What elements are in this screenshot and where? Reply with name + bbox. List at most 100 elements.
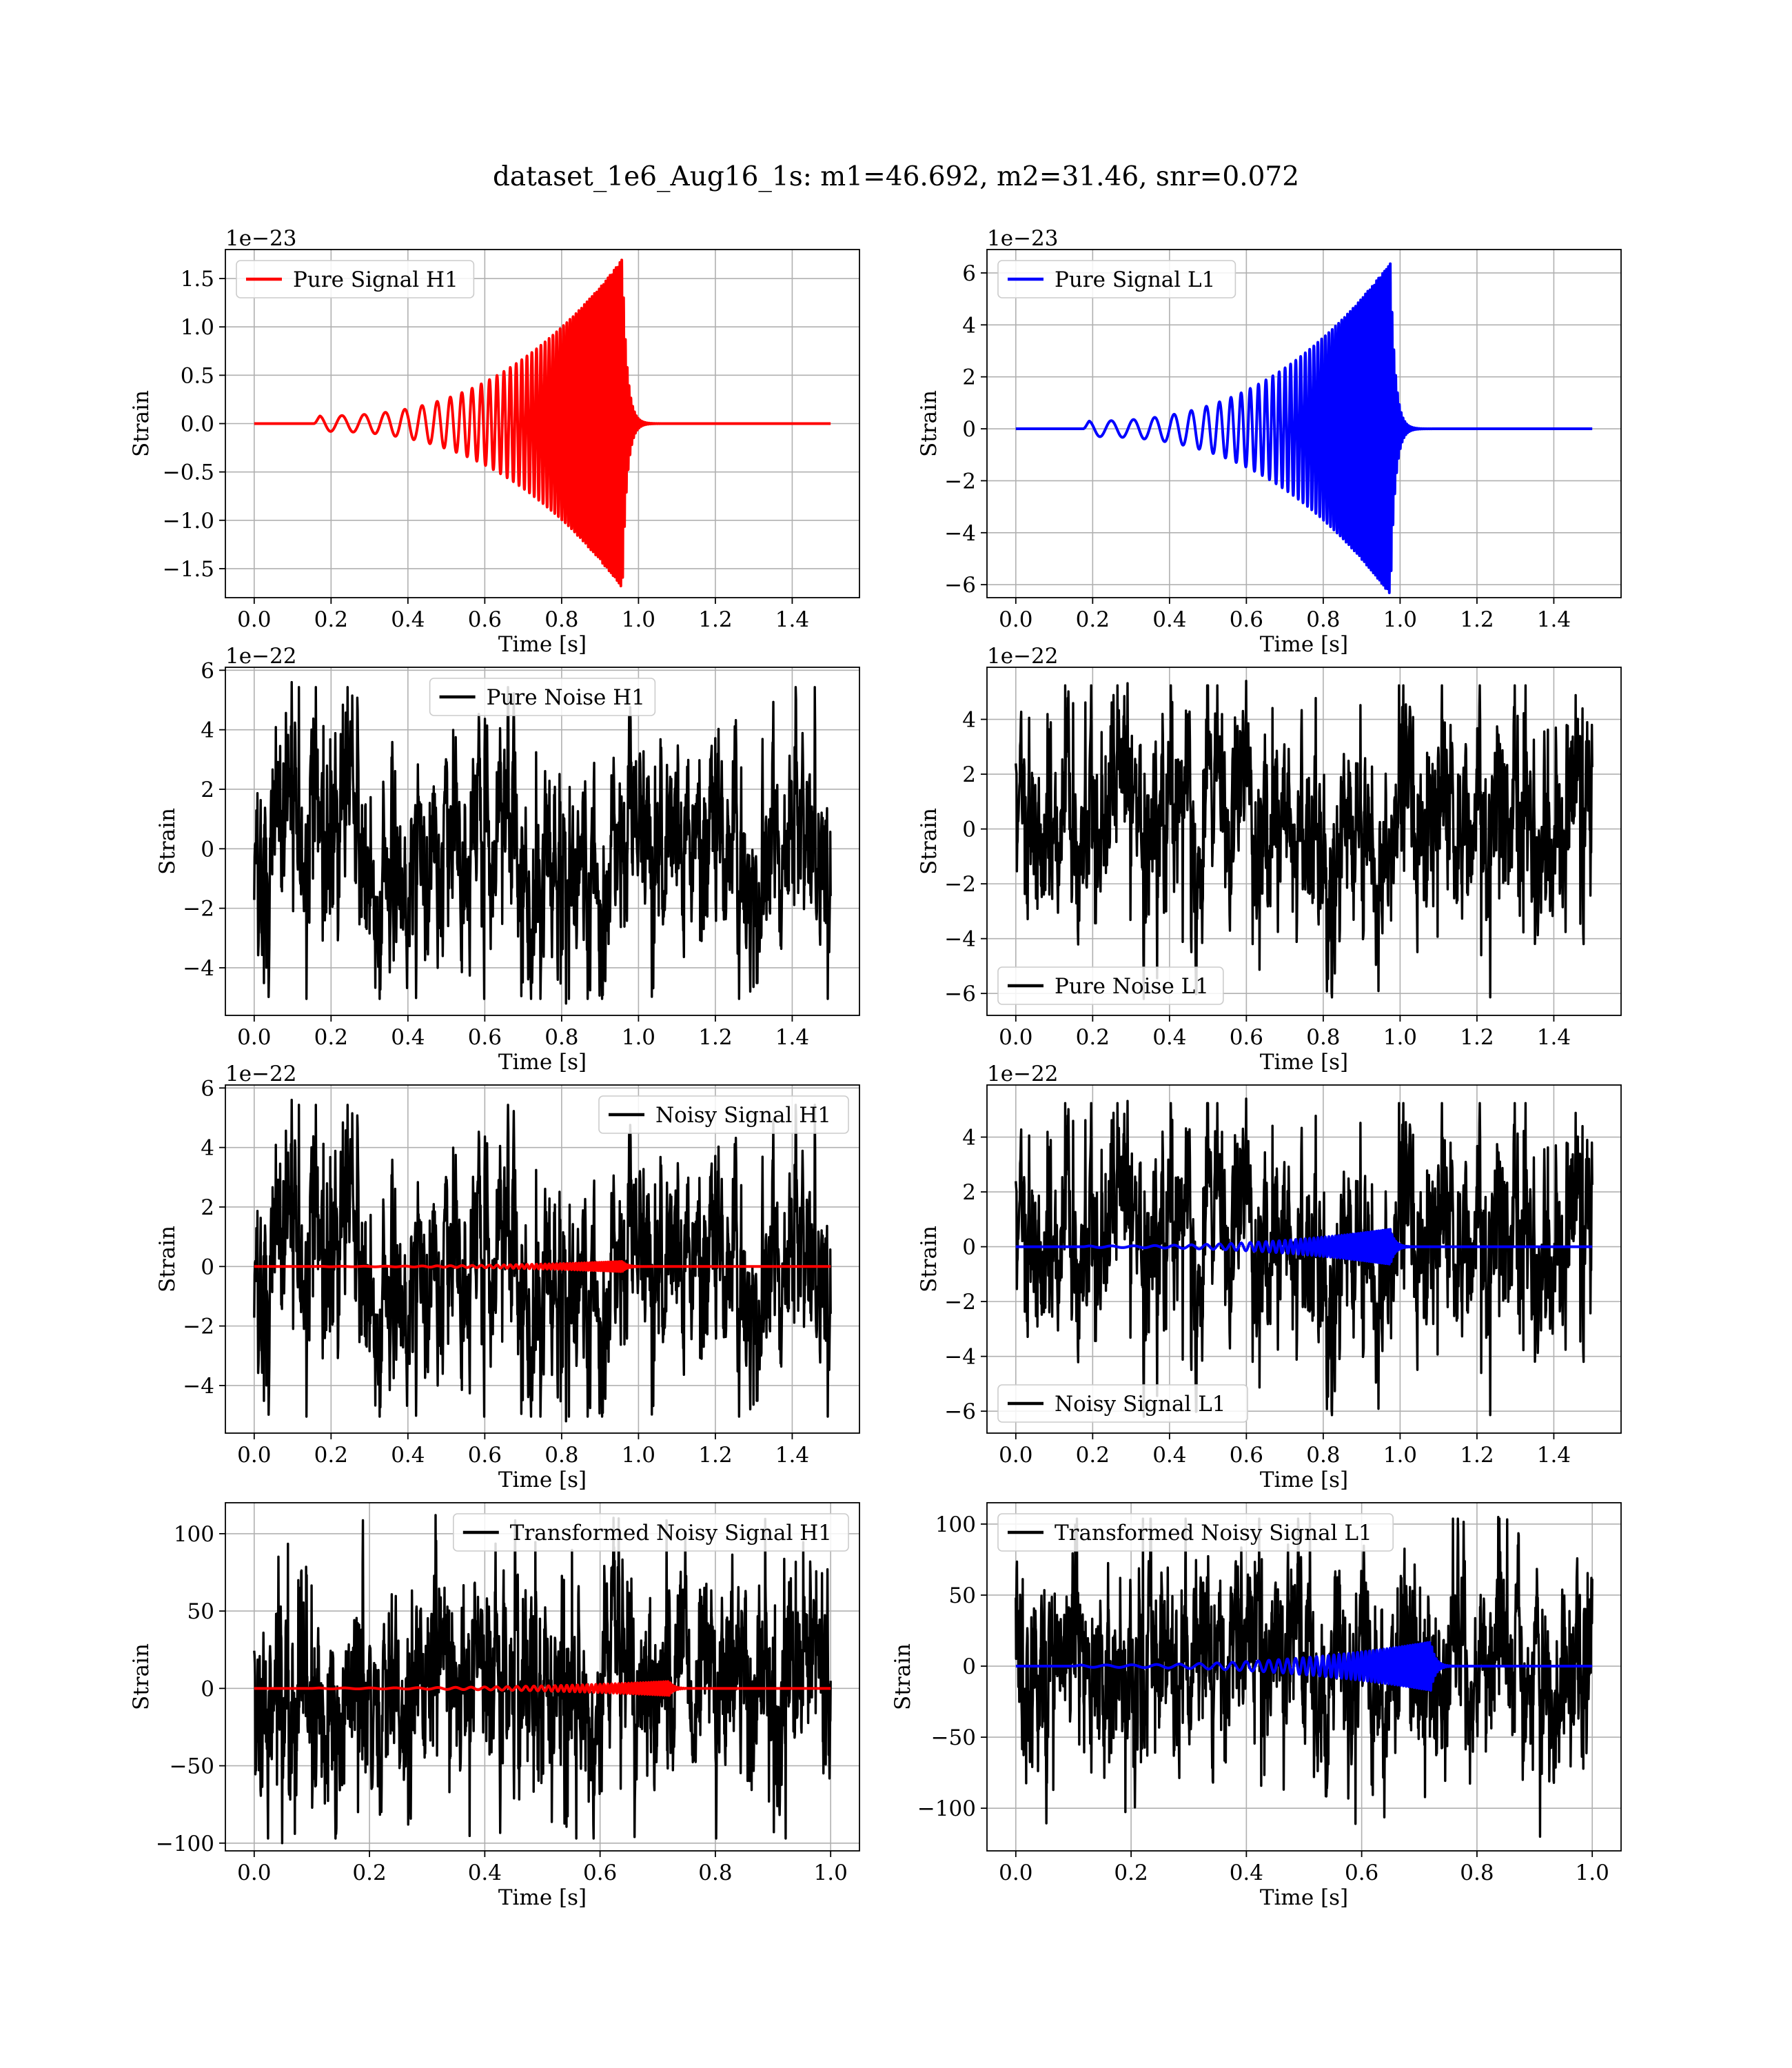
subplot-noisy-signal-h1: 0.0 0.2 0.4 0.6 0.8 1.0 1.2 1.4 −4 −2 0 2 4 6 Time [s]… bbox=[155, 1062, 860, 1492]
x-tick-label: 1.4 bbox=[775, 1443, 809, 1468]
x-tick-label: 0.6 bbox=[583, 1861, 617, 1885]
legend-label: Pure Signal H1 bbox=[293, 267, 458, 292]
legend: Transformed Noisy Signal H1 bbox=[452, 1513, 849, 1552]
axes-frame bbox=[986, 249, 1622, 598]
offset-text: 1e−22 bbox=[987, 644, 1059, 669]
y-tick-label: 0 bbox=[201, 1255, 214, 1279]
y-tick-label: 0 bbox=[962, 1235, 976, 1260]
x-tick-label: 0.2 bbox=[314, 1443, 348, 1468]
x-axis-label: Time [s] bbox=[1260, 1468, 1348, 1492]
legend: Pure Signal H1 bbox=[236, 260, 475, 298]
y-tick-label: −50 bbox=[931, 1725, 976, 1750]
y-tick-label: 2 bbox=[962, 1180, 976, 1205]
y-tick-label: 4 bbox=[962, 313, 976, 338]
legend-box bbox=[997, 966, 1224, 1005]
x-axis-label: Time [s] bbox=[1260, 1885, 1348, 1910]
x-tick-label: 1.0 bbox=[622, 1443, 655, 1468]
x-tick-label: 0.2 bbox=[1076, 1025, 1110, 1050]
x-tick-label: 0.4 bbox=[1152, 1025, 1186, 1050]
y-tick-label: −1.0 bbox=[163, 509, 214, 534]
legend-label: Noisy Signal L1 bbox=[1055, 1392, 1226, 1417]
x-axis-label: Time [s] bbox=[498, 1885, 587, 1910]
legend-label: Pure Signal L1 bbox=[1055, 267, 1215, 292]
y-tick-label: 1.5 bbox=[181, 267, 214, 292]
y-axis-label: Strain bbox=[155, 808, 180, 875]
x-tick-label: 0.6 bbox=[1230, 1025, 1263, 1050]
series-line-signal bbox=[252, 1680, 833, 1697]
y-tick-label: −2 bbox=[944, 1290, 976, 1315]
subplot-pure-noise-h1: 0.0 0.2 0.4 0.6 0.8 1.0 1.2 1.4 −4 −2 0 2 4 6 Time [s]… bbox=[155, 644, 860, 1075]
series-line-signal bbox=[252, 1259, 833, 1273]
x-tick-label: 0.4 bbox=[391, 1025, 425, 1050]
x-tick-label: 0.4 bbox=[1230, 1861, 1263, 1885]
legend-box bbox=[997, 260, 1236, 298]
x-tick-label: 0.0 bbox=[237, 1861, 271, 1885]
y-tick-label: −2 bbox=[944, 469, 976, 494]
x-tick-label: 0.8 bbox=[698, 1861, 732, 1885]
plot-area bbox=[1014, 262, 1594, 594]
x-tick-label: 1.2 bbox=[1460, 1443, 1494, 1468]
x-tick-label: 1.0 bbox=[1383, 607, 1417, 632]
x-tick-label: 0.4 bbox=[391, 1443, 425, 1468]
y-tick-label: 0.5 bbox=[181, 363, 214, 388]
x-tick-label: 0.6 bbox=[1230, 1443, 1263, 1468]
x-tick-label: 0.8 bbox=[544, 607, 578, 632]
legend-label: Noisy Signal H1 bbox=[655, 1103, 831, 1128]
x-tick-label: 0.2 bbox=[352, 1861, 386, 1885]
series-line-signal bbox=[252, 258, 833, 588]
legend: Noisy Signal H1 bbox=[598, 1095, 849, 1134]
y-tick-label: 4 bbox=[962, 1126, 976, 1150]
y-axis-label: Strain bbox=[917, 1226, 941, 1292]
series-line-signal bbox=[1014, 262, 1594, 594]
legend-box bbox=[429, 678, 656, 716]
y-tick-label: 2 bbox=[962, 762, 976, 787]
x-tick-label: 0.2 bbox=[1076, 607, 1110, 632]
legend-label: Pure Noise L1 bbox=[1055, 974, 1209, 999]
x-axis-label: Time [s] bbox=[498, 632, 587, 657]
x-tick-label: 1.4 bbox=[1537, 1025, 1571, 1050]
offset-text: 1e−23 bbox=[987, 226, 1059, 251]
y-tick-label: 0.0 bbox=[181, 412, 214, 437]
plot-area bbox=[1015, 680, 1594, 1000]
x-tick-label: 0.8 bbox=[544, 1443, 578, 1468]
x-tick-label: 0.6 bbox=[1230, 607, 1263, 632]
y-tick-label: 100 bbox=[174, 1522, 214, 1547]
x-tick-label: 0.4 bbox=[391, 607, 425, 632]
x-tick-label: 0.6 bbox=[468, 1443, 502, 1468]
axes-frame bbox=[225, 1502, 860, 1852]
x-tick-label: 1.0 bbox=[1383, 1443, 1417, 1468]
series-line-noise bbox=[253, 1098, 832, 1423]
x-tick-label: 1.4 bbox=[1537, 607, 1571, 632]
y-axis-label: Strain bbox=[917, 390, 941, 457]
x-tick-label: 1.0 bbox=[1576, 1861, 1609, 1885]
offset-text: 1e−23 bbox=[225, 226, 297, 251]
legend-box bbox=[452, 1513, 849, 1552]
y-tick-label: 50 bbox=[187, 1599, 214, 1624]
legend-label: Pure Noise H1 bbox=[487, 685, 645, 710]
y-tick-label: 6 bbox=[962, 261, 976, 286]
y-tick-label: 0 bbox=[962, 417, 976, 442]
series-line-noise bbox=[253, 1514, 832, 1845]
y-tick-label: 0 bbox=[201, 1676, 214, 1701]
series-line-signal bbox=[1014, 1641, 1594, 1692]
y-axis-label: Strain bbox=[155, 1226, 180, 1292]
x-tick-label: 0.6 bbox=[468, 1025, 502, 1050]
offset-text: 1e−22 bbox=[225, 1062, 297, 1086]
y-tick-label: 0 bbox=[962, 818, 976, 842]
subplot-grid: 0.0 0.2 0.4 0.6 0.8 1.0 1.2 1.4−1.5−1.0−0.50.00… bbox=[129, 226, 1622, 1910]
x-tick-label: 0.2 bbox=[314, 1025, 348, 1050]
offset-text: 1e−22 bbox=[987, 1062, 1059, 1086]
y-tick-label: 2 bbox=[201, 778, 214, 802]
series-line-noise bbox=[1015, 1512, 1594, 1838]
x-tick-label: 1.4 bbox=[1537, 1443, 1571, 1468]
x-tick-label: 0.0 bbox=[237, 1025, 271, 1050]
y-axis-label: Strain bbox=[129, 390, 154, 457]
figure-title: dataset_1e6_Aug16_1s: m1=46.692, m2=31.4… bbox=[493, 161, 1299, 192]
x-tick-label: 1.2 bbox=[1460, 1025, 1494, 1050]
plot-area bbox=[252, 1098, 833, 1423]
subplot-transformed-noisy-signal-h1: 0.0 0.2 0.4 0.6 0.8 1.0 −100 −50 0 50 100 Time [s] S… bbox=[129, 1502, 860, 1910]
y-tick-label: −4 bbox=[183, 956, 214, 981]
x-tick-label: 0.0 bbox=[999, 1861, 1032, 1885]
x-axis-label: Time [s] bbox=[1260, 1050, 1348, 1075]
